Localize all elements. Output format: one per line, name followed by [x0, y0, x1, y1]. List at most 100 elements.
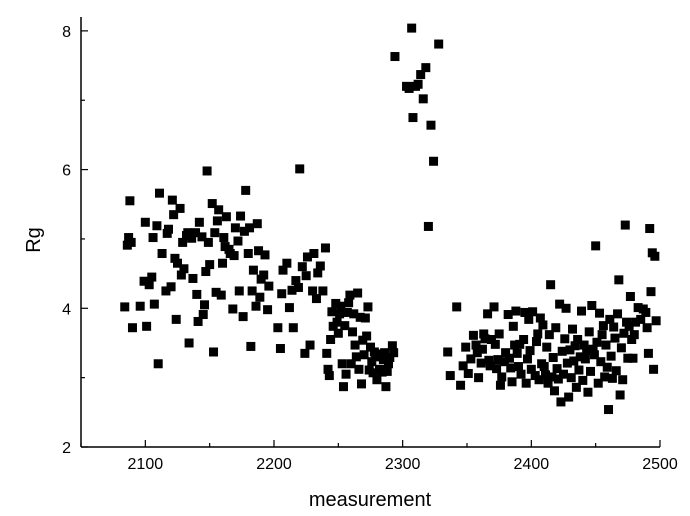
data-point: [243, 249, 253, 258]
data-point: [606, 351, 616, 361]
data-point: [631, 317, 641, 327]
data-point: [578, 375, 588, 385]
data-point: [367, 357, 377, 367]
data-point: [516, 369, 526, 379]
data-point: [142, 321, 152, 331]
data-point: [120, 302, 130, 312]
data-point: [349, 309, 359, 319]
data-point: [147, 272, 157, 282]
data-point: [354, 364, 364, 374]
data-point: [169, 210, 179, 220]
data-point: [519, 335, 529, 344]
data-point: [592, 337, 602, 347]
data-point: [248, 265, 258, 275]
data-point: [613, 309, 623, 319]
y-tick-label: 4: [62, 301, 71, 318]
data-point: [171, 314, 181, 324]
data-point: [230, 223, 240, 233]
data-point: [387, 341, 397, 351]
x-tick-label: 2300: [385, 456, 421, 473]
data-point: [551, 323, 561, 333]
data-point: [628, 353, 638, 363]
data-point: [175, 203, 185, 213]
data-point: [651, 316, 661, 326]
data-point: [228, 304, 238, 314]
data-point: [646, 287, 656, 297]
data-point: [515, 339, 525, 349]
data-point: [583, 387, 593, 397]
data-point: [423, 221, 433, 231]
x-tick-label: 2400: [514, 456, 550, 473]
data-point: [252, 219, 262, 229]
data-point: [587, 301, 597, 311]
data-point: [601, 340, 611, 350]
data-point: [512, 348, 522, 358]
data-point: [629, 330, 639, 340]
data-point: [170, 253, 180, 263]
data-point: [288, 323, 298, 333]
data-point: [533, 329, 543, 339]
data-point: [323, 364, 333, 374]
data-point: [474, 373, 484, 383]
ticks: 2100 2200 2300 2400 2500 2 4 6 8: [62, 24, 678, 473]
data-point: [389, 348, 399, 358]
data-point: [549, 386, 559, 396]
data-point: [493, 355, 503, 365]
data-point: [152, 221, 162, 231]
data-point: [531, 337, 541, 347]
data-point: [345, 290, 355, 300]
data-point: [456, 380, 466, 390]
data-point: [125, 196, 135, 206]
data-point: [245, 223, 255, 233]
data-point: [221, 212, 231, 222]
data-point: [407, 23, 417, 33]
data-point: [625, 292, 635, 301]
data-point: [229, 251, 239, 261]
data-point: [499, 357, 509, 367]
data-point: [327, 307, 337, 317]
data-point: [604, 405, 614, 415]
data-point: [472, 348, 482, 358]
data-point: [360, 313, 370, 323]
data-point: [624, 321, 634, 331]
data-point: [591, 241, 601, 251]
data-point: [149, 299, 159, 309]
data-point: [264, 281, 274, 291]
data-point: [650, 251, 660, 261]
data-point: [588, 344, 598, 354]
data-point: [324, 371, 334, 381]
data-point: [556, 397, 566, 407]
data-point: [273, 323, 283, 333]
data-point: [573, 335, 583, 344]
data-point: [233, 236, 243, 246]
data-point: [645, 224, 655, 234]
data-point: [547, 372, 557, 382]
data-point: [359, 350, 369, 360]
data-point: [278, 265, 288, 275]
data-point: [176, 270, 186, 280]
data-point: [282, 258, 292, 268]
data-point: [287, 285, 297, 295]
data-point: [382, 366, 392, 376]
data-point: [504, 353, 514, 363]
data-point: [139, 276, 149, 286]
data-point: [633, 303, 643, 313]
data-point: [418, 94, 428, 104]
data-point: [522, 354, 532, 364]
data-point: [609, 322, 619, 332]
data-point: [641, 307, 651, 317]
data-point: [535, 313, 545, 323]
data-point: [620, 220, 630, 230]
data-point: [322, 348, 332, 358]
data-point: [525, 346, 535, 356]
data-point: [526, 364, 536, 374]
data-point: [377, 367, 387, 377]
data-point: [326, 335, 336, 344]
data-point: [140, 217, 150, 227]
data-point: [207, 199, 217, 209]
data-point: [543, 378, 553, 388]
data-point: [350, 340, 360, 350]
data-point: [480, 334, 490, 344]
data-point: [584, 327, 594, 337]
data-point: [636, 314, 646, 324]
